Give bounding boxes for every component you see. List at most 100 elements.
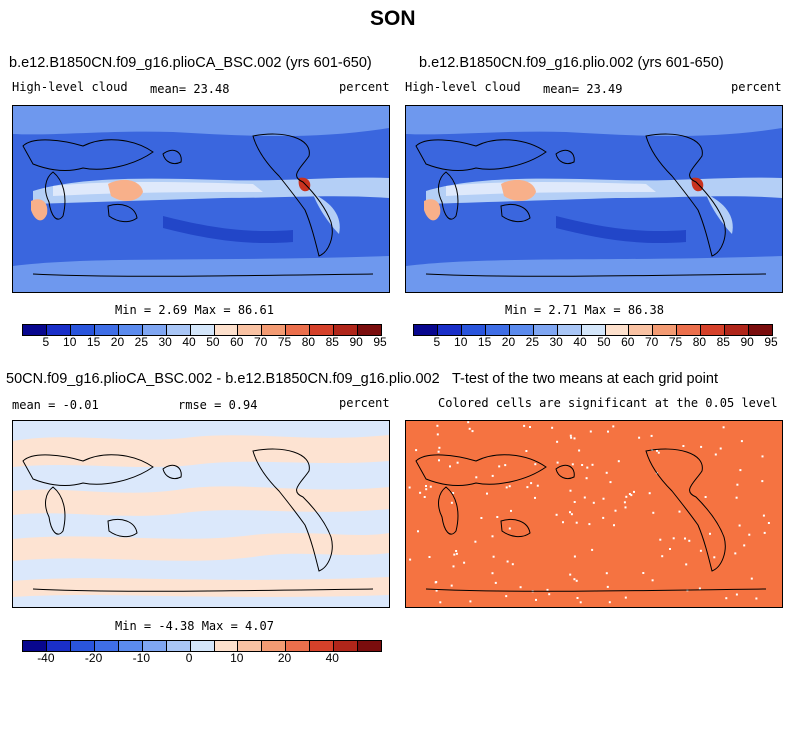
panel3-rmse: rmse = 0.94 (178, 398, 258, 412)
insignificant-cell (569, 511, 571, 514)
map3-pos-band4 (13, 577, 389, 597)
insignificant-cell (651, 579, 654, 582)
insignificant-cell (506, 560, 509, 563)
insignificant-cell (425, 488, 428, 491)
insignificant-cell (638, 436, 641, 439)
colorbar-swatch (605, 325, 630, 335)
insignificant-cell (475, 476, 478, 479)
colorbar-swatch (238, 641, 263, 651)
map3-pos-band2 (13, 486, 389, 516)
insignificant-cell (425, 485, 427, 487)
insignificant-cell (725, 597, 728, 600)
insignificant-cell (614, 509, 617, 512)
panel1-case-title: b.e12.B1850CN.f09_g16.plioCA_BSC.002 (yr… (9, 55, 372, 71)
insignificant-cell (504, 464, 507, 467)
insignificant-cell (505, 595, 508, 598)
insignificant-cell (736, 483, 739, 486)
colorbar-tick-label: 20 (110, 335, 125, 349)
map3-pos-band1 (13, 435, 389, 467)
colorbar-swatch (118, 325, 143, 335)
insignificant-cell (423, 496, 426, 498)
insignificant-cell (556, 461, 559, 464)
map4-svg (406, 421, 782, 607)
panel3-units: percent (339, 396, 390, 410)
insignificant-cell (579, 601, 582, 604)
colorbar-swatch (166, 641, 191, 651)
insignificant-cell (739, 469, 742, 472)
insignificant-cell (573, 437, 576, 440)
insignificant-cell (455, 552, 458, 555)
insignificant-cell (491, 474, 494, 477)
colorbar-panel3 (22, 640, 382, 652)
insignificant-cell (535, 598, 537, 601)
insignificant-cell (684, 537, 686, 540)
insignificant-cell (607, 430, 609, 433)
insignificant-cell (486, 492, 488, 495)
insignificant-cell (588, 523, 591, 526)
colorbar-swatch (238, 325, 263, 335)
insignificant-cell (575, 521, 578, 524)
insignificant-cell (491, 535, 494, 538)
insignificant-cell (436, 424, 439, 427)
map2-subtrop-dark (556, 216, 686, 244)
insignificant-cell (700, 445, 703, 448)
insignificant-cell (648, 492, 651, 495)
colorbar-tick-label: 20 (501, 335, 516, 349)
insignificant-cell (642, 572, 645, 574)
insignificant-cell (570, 436, 573, 439)
colorbar-swatch (437, 325, 462, 335)
colorbar-tick-label: 40 (325, 651, 339, 665)
colorbar-panel3-labels: -40 -20 -10 0 10 20 40 (22, 651, 380, 665)
colorbar-swatch (262, 641, 287, 651)
insignificant-cell (494, 581, 497, 584)
insignificant-cell (463, 561, 466, 564)
map1-maritime-warm (108, 179, 143, 201)
colorbar-swatch (166, 325, 191, 335)
colorbar-swatch (358, 641, 382, 651)
colorbar-swatch (310, 641, 335, 651)
insignificant-cell (437, 450, 440, 453)
colorbar-swatch (190, 641, 215, 651)
colorbar-swatch (190, 325, 215, 335)
panel2-variable: High-level cloud (405, 80, 521, 94)
insignificant-cell (623, 501, 626, 504)
insignificant-cell (609, 481, 612, 484)
colorbar-tick-label: 40 (573, 335, 587, 349)
colorbar-swatch (214, 325, 239, 335)
insignificant-cell (492, 555, 495, 558)
insignificant-cell (659, 538, 662, 541)
insignificant-cell (713, 556, 716, 559)
map1-coastlines (22, 133, 374, 277)
insignificant-cell (624, 596, 627, 599)
colorbar-tick-label: 40 (182, 335, 196, 349)
colorbar-tick-label: 25 (134, 335, 149, 349)
colorbar-swatch (118, 641, 143, 651)
colorbar-swatch (142, 325, 167, 335)
insignificant-cell (699, 549, 702, 552)
colorbar-tick-label: 20 (277, 651, 292, 665)
colorbar-tick-label: 25 (525, 335, 540, 349)
insignificant-cell (589, 430, 592, 433)
colorbar-swatch (629, 325, 654, 335)
colorbar-tick-label: 15 (86, 335, 101, 349)
colorbar-swatch (142, 641, 167, 651)
insignificant-cell (698, 587, 701, 590)
map-panel1-high-cloud (12, 105, 390, 293)
map3-coastlines (22, 448, 374, 592)
insignificant-cell (583, 496, 586, 499)
insignificant-cell (591, 548, 594, 551)
insignificant-cell (672, 537, 675, 540)
colorbar-tick-label: -10 (132, 651, 150, 665)
colorbar-swatch (485, 325, 510, 335)
colorbar-tick-label: 0 (185, 651, 193, 665)
panel1-variable: High-level cloud (12, 80, 128, 94)
insignificant-cell (625, 495, 628, 498)
insignificant-cell (612, 425, 615, 428)
insignificant-cell (435, 589, 438, 592)
insignificant-cell (661, 555, 664, 558)
colorbar-swatch (23, 641, 47, 651)
insignificant-cell (569, 489, 572, 492)
panel3-minmax: Min = -4.38 Max = 4.07 (115, 619, 274, 633)
colorbar-panel2 (413, 324, 773, 336)
insignificant-cell (455, 550, 458, 552)
